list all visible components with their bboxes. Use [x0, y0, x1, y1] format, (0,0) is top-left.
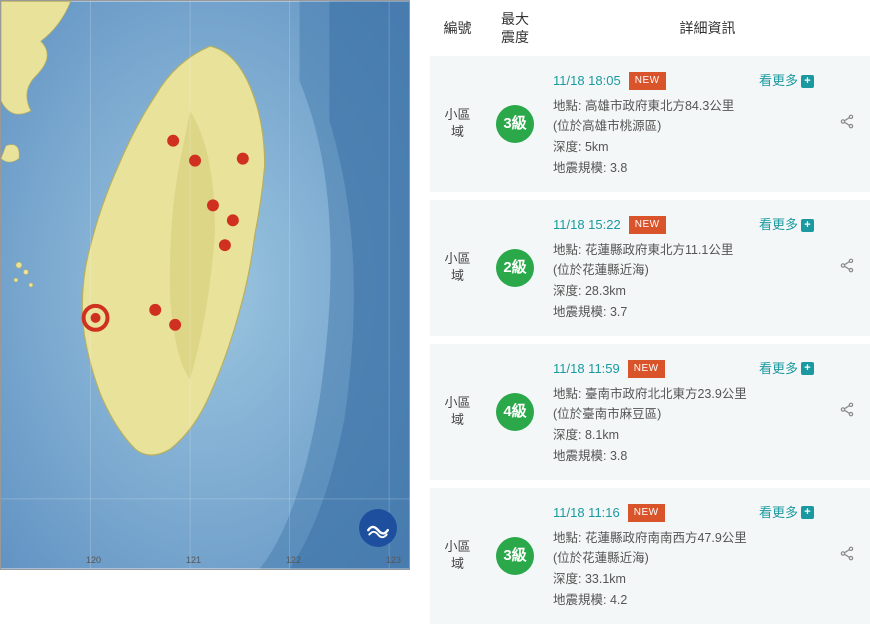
- plus-icon: +: [801, 219, 814, 232]
- new-badge: NEW: [629, 72, 666, 91]
- eq-detail: 11/18 11:59 NEW 看更多+ 地點: 臺南市政府北北東方23.9公里(位於…: [545, 358, 870, 466]
- eq-location-note: (位於花蓮縣近海): [553, 548, 862, 569]
- see-more-link[interactable]: 看更多+: [759, 502, 814, 523]
- earthquake-row[interactable]: 小區域 3級 11/18 18:05 NEW 看更多+ 地點: 高雄市政府東北方84.3公…: [430, 56, 870, 192]
- earthquake-row[interactable]: 小區域 3級 11/18 11:16 NEW 看更多+ 地點: 花蓮縣政府南南西方47.9…: [430, 488, 870, 624]
- eq-intensity: 3級: [485, 537, 545, 575]
- eq-location-note: (位於臺南市麻豆區): [553, 404, 862, 425]
- header-intensity: 最大震度: [485, 10, 545, 46]
- header-detail: 詳細資訊: [545, 18, 870, 38]
- new-badge: NEW: [628, 360, 665, 379]
- map-panel: 120 121 122 123: [0, 0, 410, 570]
- intensity-badge: 3級: [496, 105, 534, 143]
- axis-lon-2: 122: [286, 555, 301, 565]
- share-icon[interactable]: [839, 402, 855, 423]
- event-dot[interactable]: [237, 153, 249, 165]
- event-dot[interactable]: [219, 239, 231, 251]
- event-dot[interactable]: [167, 135, 179, 147]
- axis-lon-0: 120: [86, 555, 101, 565]
- see-more-link[interactable]: 看更多+: [759, 70, 814, 91]
- new-badge: NEW: [628, 504, 665, 523]
- eq-depth: 深度: 33.1km: [553, 569, 862, 590]
- eq-magnitude: 地震規模: 4.2: [553, 590, 862, 611]
- eq-location: 地點: 花蓮縣政府南南西方47.9公里: [553, 528, 862, 549]
- share-icon[interactable]: [839, 258, 855, 279]
- eq-location: 地點: 臺南市政府北北東方23.9公里: [553, 384, 862, 405]
- eq-time: 11/18 18:05: [553, 70, 621, 91]
- eq-magnitude: 地震規模: 3.8: [553, 446, 862, 467]
- event-dot[interactable]: [227, 214, 239, 226]
- eq-magnitude: 地震規模: 3.7: [553, 302, 862, 323]
- eq-location-note: (位於高雄市桃源區): [553, 116, 862, 137]
- eq-id: 小區域: [430, 251, 485, 285]
- eq-detail: 11/18 18:05 NEW 看更多+ 地點: 高雄市政府東北方84.3公里(位於高…: [545, 70, 870, 178]
- plus-icon: +: [801, 75, 814, 88]
- eq-location-note: (位於花蓮縣近海): [553, 260, 862, 281]
- event-dot[interactable]: [207, 199, 219, 211]
- intensity-badge: 2級: [496, 249, 534, 287]
- eq-time: 11/18 11:16: [553, 502, 620, 523]
- eq-detail: 11/18 15:22 NEW 看更多+ 地點: 花蓮縣政府東北方11.1公里(位於花…: [545, 214, 870, 322]
- earthquake-row[interactable]: 小區域 4級 11/18 11:59 NEW 看更多+ 地點: 臺南市政府北北東方23.9…: [430, 344, 870, 480]
- eq-depth: 深度: 28.3km: [553, 281, 862, 302]
- eq-time: 11/18 15:22: [553, 214, 621, 235]
- eq-detail: 11/18 11:16 NEW 看更多+ 地點: 花蓮縣政府南南西方47.9公里(位於…: [545, 502, 870, 610]
- earthquake-row[interactable]: 小區域 2級 11/18 15:22 NEW 看更多+ 地點: 花蓮縣政府東北方11.1公…: [430, 200, 870, 336]
- eq-time: 11/18 11:59: [553, 358, 620, 379]
- eq-intensity: 4級: [485, 393, 545, 431]
- eq-intensity: 2級: [485, 249, 545, 287]
- earthquake-list-panel: 編號 最大震度 詳細資訊 小區域 3級 11/18 18:05 NEW 看更多+ 地點: …: [410, 0, 870, 570]
- share-icon[interactable]: [839, 546, 855, 567]
- eq-id: 小區域: [430, 539, 485, 573]
- eq-depth: 深度: 5km: [553, 137, 862, 158]
- plus-icon: +: [801, 506, 814, 519]
- eq-location: 地點: 花蓮縣政府東北方11.1公里: [553, 240, 862, 261]
- eq-id: 小區域: [430, 395, 485, 429]
- eq-magnitude: 地震規模: 3.8: [553, 158, 862, 179]
- taiwan-map: [1, 1, 409, 569]
- eq-location: 地點: 高雄市政府東北方84.3公里: [553, 96, 862, 117]
- see-more-link[interactable]: 看更多+: [759, 358, 814, 379]
- plus-icon: +: [801, 362, 814, 375]
- eq-depth: 深度: 8.1km: [553, 425, 862, 446]
- eq-intensity: 3級: [485, 105, 545, 143]
- new-badge: NEW: [629, 216, 666, 235]
- event-dot[interactable]: [189, 155, 201, 167]
- share-icon[interactable]: [839, 114, 855, 135]
- eq-id: 小區域: [430, 107, 485, 141]
- cwb-logo: [359, 509, 397, 547]
- axis-lon-1: 121: [186, 555, 201, 565]
- header-id: 編號: [430, 18, 485, 38]
- axis-lon-3: 123: [386, 555, 401, 565]
- see-more-link[interactable]: 看更多+: [759, 214, 814, 235]
- intensity-badge: 3級: [496, 537, 534, 575]
- list-header: 編號 最大震度 詳細資訊: [430, 0, 870, 56]
- intensity-badge: 4級: [496, 393, 534, 431]
- event-dot[interactable]: [169, 319, 181, 331]
- event-dot[interactable]: [149, 304, 161, 316]
